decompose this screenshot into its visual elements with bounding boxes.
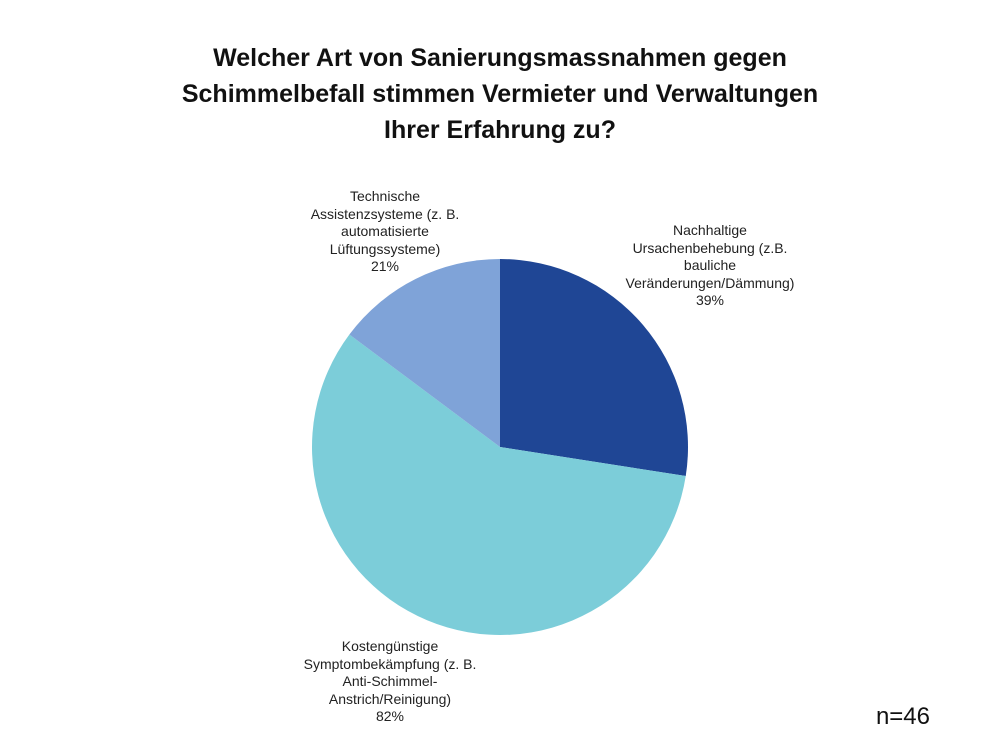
slice-percent: 39%	[695, 292, 725, 308]
pie-slice-ursachenbehebung	[500, 259, 689, 476]
pie-slice-assistenzsysteme	[349, 259, 500, 447]
title-line-2: Schimmelbefall stimmen Vermieter und Ver…	[181, 80, 819, 108]
label-line: Nachhaltige	[673, 222, 747, 238]
pie-slice-symptombekaempfung	[312, 334, 686, 635]
label-line: bauliche	[683, 257, 737, 273]
sample-size-note: n=46	[875, 703, 930, 730]
chart-title: Welcher Art von Sanierungsmassnahmen geg…	[100, 40, 900, 148]
slice-label-symptombekaempfung: Kostengünstige Symptombekämpfung (z. B. …	[275, 638, 505, 726]
label-line: Technische	[349, 188, 421, 204]
label-line: Veränderungen/Dämmung)	[625, 274, 795, 291]
label-line: Anti-Schimmel-	[342, 673, 438, 689]
slice-label-ursachenbehebung: Nachhaltige Ursachenbehebung (z.B. bauli…	[595, 222, 825, 310]
title-line-1: Welcher Art von Sanierungsmassnahmen geg…	[213, 44, 787, 72]
slice-percent: 82%	[375, 708, 405, 724]
label-line: Anstrich/Reinigung)	[328, 690, 452, 707]
label-line: Lüftungssysteme)	[329, 240, 441, 257]
slice-label-assistenzsysteme: Technische Assistenzsysteme (z. B. autom…	[285, 188, 485, 276]
label-line: Assistenzsysteme (z. B.	[310, 205, 460, 222]
title-line-3: Ihrer Erfahrung zu?	[384, 116, 616, 144]
label-line: Kostengünstige	[341, 638, 439, 654]
label-line: Symptombekämpfung (z. B.	[303, 655, 477, 672]
label-line: automatisierte	[341, 223, 429, 239]
label-line: Ursachenbehebung (z.B.	[632, 239, 788, 256]
slice-percent: 21%	[370, 258, 400, 274]
